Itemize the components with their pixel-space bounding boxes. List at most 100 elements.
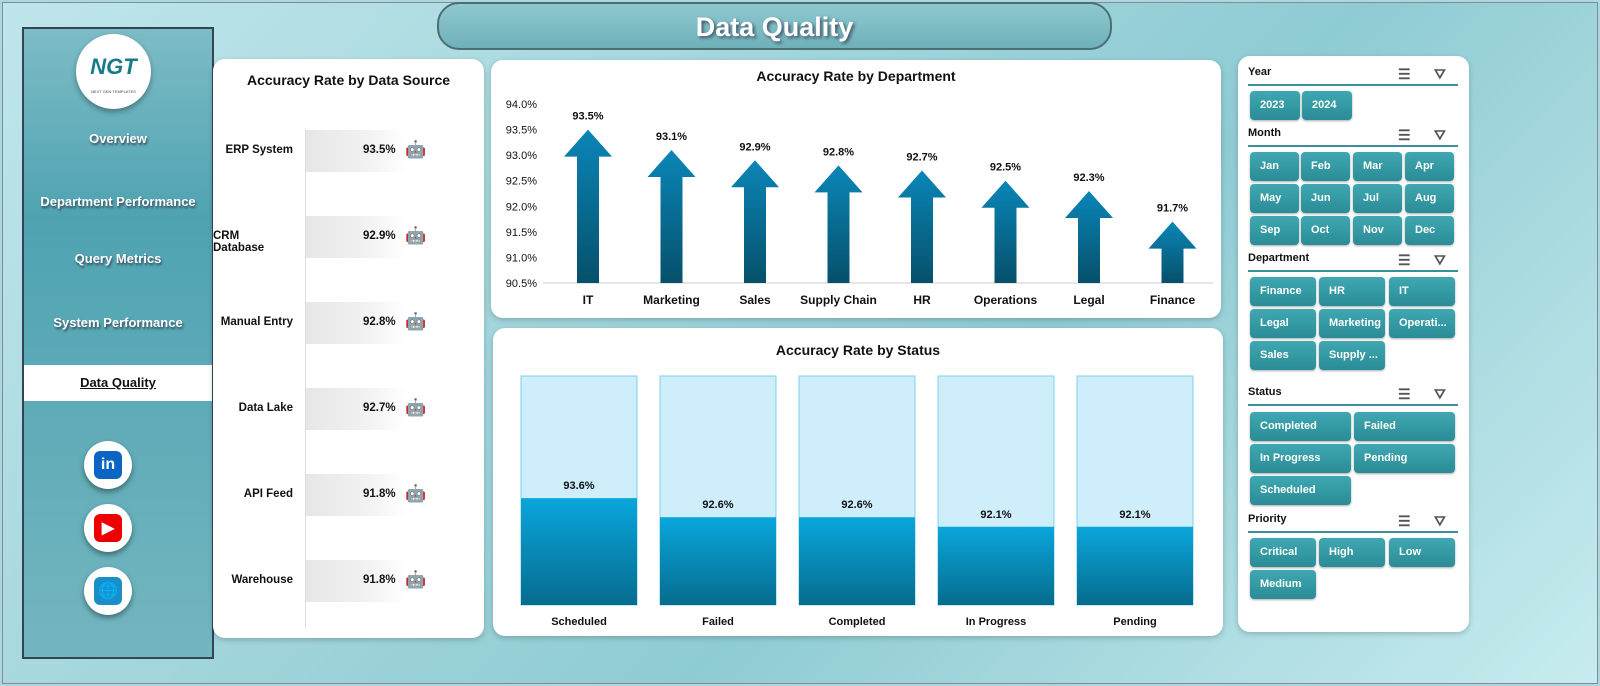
data-label: 92.7% xyxy=(906,151,937,163)
status-filter-button[interactable]: Pending xyxy=(1354,444,1455,473)
data-source-row: Manual Entry 92.8% 🤖 xyxy=(213,302,483,344)
data-source-value: 92.9% xyxy=(363,230,396,242)
clear-filter-icon[interactable]: ⛛ xyxy=(1434,386,1446,402)
status-filter-button[interactable]: Completed xyxy=(1250,412,1351,441)
month-filter-button[interactable]: May xyxy=(1250,184,1299,213)
data-source-value: 92.8% xyxy=(363,316,396,328)
category-label: IT xyxy=(583,293,594,307)
priority-slicer-title: Priority xyxy=(1248,513,1287,525)
clear-filter-icon[interactable]: ⛛ xyxy=(1434,66,1446,82)
status-filter-button[interactable]: Failed xyxy=(1354,412,1455,441)
nav-overview[interactable]: Overview xyxy=(89,131,147,146)
nav-system-performance[interactable]: System Performance xyxy=(53,315,183,330)
data-source-label: API Feed xyxy=(243,488,293,500)
priority-filter-button[interactable]: Low xyxy=(1389,538,1455,567)
data-source-row: API Feed 91.8% 🤖 xyxy=(213,474,483,516)
month-slicer-title: Month xyxy=(1248,127,1281,139)
department-bar xyxy=(814,165,863,283)
month-filter-button[interactable]: Jun xyxy=(1301,184,1350,213)
status-bar xyxy=(938,526,1054,605)
data-label: 92.8% xyxy=(823,146,854,158)
data-source-panel: Accuracy Rate by Data Source ERP System 9… xyxy=(213,59,484,638)
robot-icon: 🤖 xyxy=(405,312,427,331)
status-filter-button[interactable]: Scheduled xyxy=(1250,476,1351,505)
department-filter-button[interactable]: Operati... xyxy=(1389,309,1455,338)
nav-department-performance[interactable]: Department Performance xyxy=(40,194,196,209)
globe-icon: 🌐 xyxy=(94,577,122,605)
data-source-bar xyxy=(306,130,406,172)
month-filter-button[interactable]: Jan xyxy=(1250,152,1299,181)
month-filter-button[interactable]: Jul xyxy=(1353,184,1402,213)
month-filter-button[interactable]: Sep xyxy=(1250,216,1299,245)
department-chart-title: Accuracy Rate by Department xyxy=(756,68,956,84)
multi-select-icon[interactable]: ☰ xyxy=(1398,66,1411,82)
status-chart-title: Accuracy Rate by Status xyxy=(775,342,941,358)
category-label: Sales xyxy=(739,293,771,307)
priority-filter-button[interactable]: High xyxy=(1319,538,1385,567)
clear-filter-icon[interactable]: ⛛ xyxy=(1434,513,1446,529)
department-bar xyxy=(898,170,946,283)
data-source-value: 91.8% xyxy=(363,574,396,586)
robot-icon: 🤖 xyxy=(405,140,427,159)
department-filter-button[interactable]: Finance xyxy=(1250,277,1316,306)
multi-select-icon[interactable]: ☰ xyxy=(1398,386,1411,402)
year-filter-button[interactable]: 2023 xyxy=(1250,91,1300,120)
department-filter-button[interactable]: HR xyxy=(1319,277,1385,306)
multi-select-icon[interactable]: ☰ xyxy=(1398,252,1411,268)
data-source-value: 91.8% xyxy=(363,488,396,500)
data-source-label: Manual Entry xyxy=(220,316,293,328)
page-title: Data Quality xyxy=(437,2,1112,50)
category-label: Legal xyxy=(1073,293,1104,307)
category-label: HR xyxy=(913,293,931,307)
data-source-row: CRM Database 92.9% 🤖 xyxy=(213,216,483,258)
data-source-row: Warehouse 91.8% 🤖 xyxy=(213,560,483,602)
category-label: Finance xyxy=(1150,293,1196,307)
department-bar xyxy=(1065,190,1113,283)
status-bar xyxy=(799,517,915,605)
data-source-label: ERP System xyxy=(225,144,293,156)
data-label: 92.5% xyxy=(990,162,1021,174)
social-link[interactable]: 🌐 xyxy=(84,567,132,615)
y-tick-label: 91.5% xyxy=(506,227,537,239)
month-filter-button[interactable]: Feb xyxy=(1301,152,1350,181)
month-filter-button[interactable]: Apr xyxy=(1405,152,1454,181)
robot-icon: 🤖 xyxy=(405,570,427,589)
data-label: 93.1% xyxy=(656,131,687,143)
data-label: 92.9% xyxy=(739,141,770,153)
department-filter-button[interactable]: Supply ... xyxy=(1319,341,1385,370)
multi-select-icon[interactable]: ☰ xyxy=(1398,127,1411,143)
category-label: Marketing xyxy=(643,293,700,307)
status-filter-button[interactable]: In Progress xyxy=(1250,444,1351,473)
multi-select-icon[interactable]: ☰ xyxy=(1398,513,1411,529)
month-filter-button[interactable]: Oct xyxy=(1301,216,1350,245)
department-filter-button[interactable]: Sales xyxy=(1250,341,1316,370)
data-label: 93.6% xyxy=(563,480,594,492)
month-filter-button[interactable]: Aug xyxy=(1405,184,1454,213)
year-slicer-header: Year ☰ ⛛ xyxy=(1248,66,1458,86)
department-bar xyxy=(564,129,612,283)
department-filter-button[interactable]: Legal xyxy=(1250,309,1316,338)
nav-data-quality[interactable]: Data Quality xyxy=(24,365,212,401)
data-source-bar xyxy=(306,388,406,430)
department-bar xyxy=(981,180,1030,283)
nav-query-metrics[interactable]: Query Metrics xyxy=(74,251,162,266)
data-source-label: Data Lake xyxy=(238,402,293,414)
month-filter-button[interactable]: Mar xyxy=(1353,152,1402,181)
priority-filter-button[interactable]: Medium xyxy=(1250,570,1316,599)
status-chart-panel: Accuracy Rate by Status 93.6% Scheduled 92… xyxy=(493,328,1223,636)
department-bar xyxy=(647,150,696,283)
clear-filter-icon[interactable]: ⛛ xyxy=(1434,252,1446,268)
social-link[interactable]: in xyxy=(84,441,132,489)
department-filter-button[interactable]: IT xyxy=(1389,277,1455,306)
month-filter-button[interactable]: Nov xyxy=(1353,216,1402,245)
data-source-row: Data Lake 92.7% 🤖 xyxy=(213,388,483,430)
status-slicer-title: Status xyxy=(1248,386,1282,398)
clear-filter-icon[interactable]: ⛛ xyxy=(1434,127,1446,143)
month-filter-button[interactable]: Dec xyxy=(1405,216,1454,245)
department-filter-button[interactable]: Marketing xyxy=(1319,309,1385,338)
social-link[interactable]: ▶ xyxy=(84,504,132,552)
data-label: 92.6% xyxy=(702,499,733,511)
priority-filter-button[interactable]: Critical xyxy=(1250,538,1316,567)
year-filter-button[interactable]: 2024 xyxy=(1302,91,1352,120)
y-tick-label: 90.5% xyxy=(506,278,537,290)
